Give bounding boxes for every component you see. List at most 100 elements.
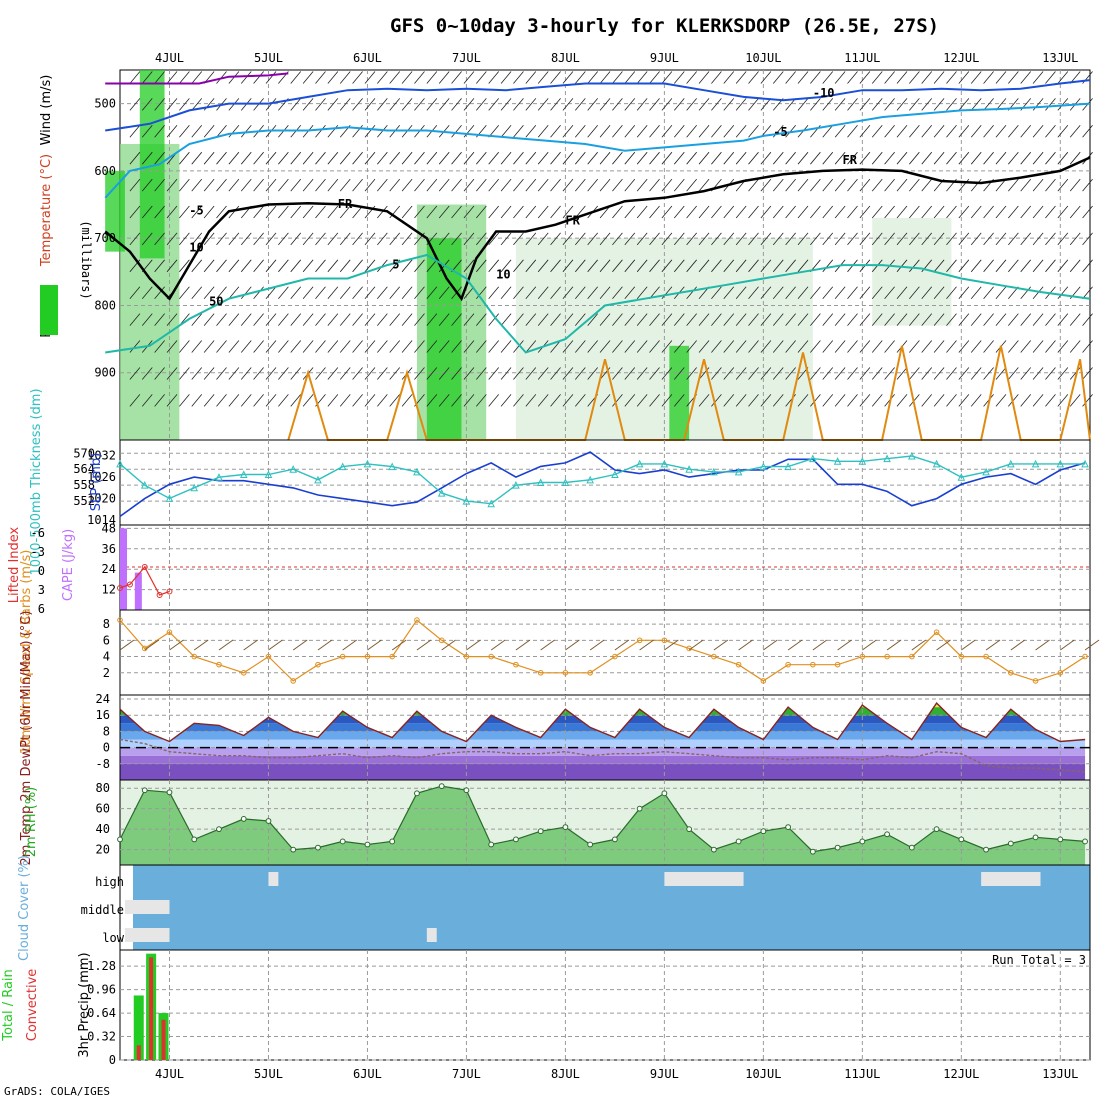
wind-barb xyxy=(847,286,858,299)
wind-barb xyxy=(847,313,858,326)
day-label-bottom: 11JUL xyxy=(844,1067,880,1081)
wind-barb xyxy=(921,178,933,192)
wind-barb xyxy=(302,286,314,299)
rh2m-point xyxy=(290,846,297,853)
wind-barb xyxy=(377,98,388,111)
wind-barb xyxy=(352,232,363,246)
wind-barb xyxy=(958,125,970,138)
cloud-block-middle xyxy=(124,900,170,914)
wind-barb xyxy=(240,340,252,353)
wind-barb xyxy=(995,151,1007,165)
rh2m-point xyxy=(760,828,767,835)
slp-tick: 1032 xyxy=(87,449,116,463)
day-label-bottom: 9JUL xyxy=(650,1067,679,1081)
wind-barb xyxy=(1032,286,1044,299)
wind-barb xyxy=(253,151,264,165)
wind-barb xyxy=(253,178,264,192)
wind-barb xyxy=(525,313,537,326)
contour-label: 5 xyxy=(392,257,399,271)
wind-barb xyxy=(179,286,190,299)
wind-barb xyxy=(463,340,475,353)
wind-barb xyxy=(500,367,512,380)
wind10m-barb xyxy=(342,639,357,651)
wind-barb xyxy=(166,367,178,380)
temp2m-tick: 8 xyxy=(103,724,110,738)
wind10m-tick: 8 xyxy=(103,617,110,631)
wind-barb xyxy=(859,151,871,165)
wind-barb xyxy=(624,125,636,138)
wind10m-barb xyxy=(1084,639,1100,651)
wind-barb xyxy=(834,98,846,111)
wind-barb xyxy=(525,340,537,353)
wind-barb xyxy=(166,125,178,138)
wind-barb xyxy=(785,313,796,326)
wind-barb xyxy=(203,259,215,273)
wind-barb xyxy=(476,394,487,407)
wind-barb xyxy=(141,394,153,407)
wind-barb xyxy=(1032,259,1044,273)
wind-barb xyxy=(352,340,363,353)
wind-barb xyxy=(896,394,908,407)
thickness-point xyxy=(190,483,199,492)
wind-barb xyxy=(810,286,821,299)
wind-barb xyxy=(513,340,524,353)
wind-barb xyxy=(686,313,697,326)
wind-barb xyxy=(315,313,326,326)
wind-barb xyxy=(970,394,982,407)
wind-barb xyxy=(785,232,796,246)
temp-band xyxy=(120,755,1086,764)
wind10m-point xyxy=(884,653,890,660)
wind-barb xyxy=(636,98,648,111)
wind-barb xyxy=(1045,151,1056,165)
day-label-top: 6JUL xyxy=(353,51,382,65)
wind-barb xyxy=(141,232,153,246)
wind-barb xyxy=(970,205,982,219)
rh2m-point xyxy=(339,838,346,845)
wind-barb xyxy=(339,313,351,326)
wind-barb xyxy=(179,394,190,407)
wind-barb xyxy=(377,286,388,299)
wind-barb xyxy=(995,313,1007,326)
wind-barb xyxy=(946,125,957,138)
wind-barb xyxy=(933,259,945,273)
wind-barb xyxy=(191,313,203,326)
temp-band xyxy=(120,763,1086,780)
wind-barb xyxy=(896,71,908,84)
wind-barb xyxy=(1008,71,1019,84)
wind-barb xyxy=(537,205,549,219)
wind-barb xyxy=(946,151,957,165)
isotherm-teal xyxy=(105,253,1091,354)
wind-barb xyxy=(587,340,598,353)
wind-barb xyxy=(1045,232,1056,246)
wind-barb xyxy=(240,313,252,326)
wind-barb xyxy=(995,367,1007,380)
li-point xyxy=(156,592,163,598)
wind-barb xyxy=(550,394,561,407)
wind-barb xyxy=(500,340,512,353)
wind-barb xyxy=(884,313,895,326)
wind10m-point xyxy=(909,653,915,660)
wind-barb xyxy=(401,394,413,407)
wind-barb xyxy=(290,340,302,353)
contour-label: -5 xyxy=(189,204,203,218)
wind-barb xyxy=(871,340,883,353)
wind-barb xyxy=(772,232,784,246)
wind-barb xyxy=(550,286,561,299)
wind-barb xyxy=(1057,178,1069,192)
wind-barb xyxy=(302,71,314,84)
thickness-label: 1000-500mb Thickness (dm) xyxy=(29,388,44,575)
wind-barb xyxy=(253,232,264,246)
wind-barb xyxy=(847,98,858,111)
wind-barb xyxy=(525,232,537,246)
wind-barb xyxy=(476,151,487,165)
wind-barb xyxy=(822,394,834,407)
wind-barb xyxy=(129,205,141,219)
wind-barb xyxy=(661,259,673,273)
wind-barb xyxy=(302,340,314,353)
wind-barb xyxy=(290,394,302,407)
wind-barb xyxy=(983,125,994,138)
wind-barb xyxy=(265,286,277,299)
wind-barb xyxy=(166,259,178,273)
wind10m-point xyxy=(414,617,420,623)
rh2m-point xyxy=(908,844,915,851)
